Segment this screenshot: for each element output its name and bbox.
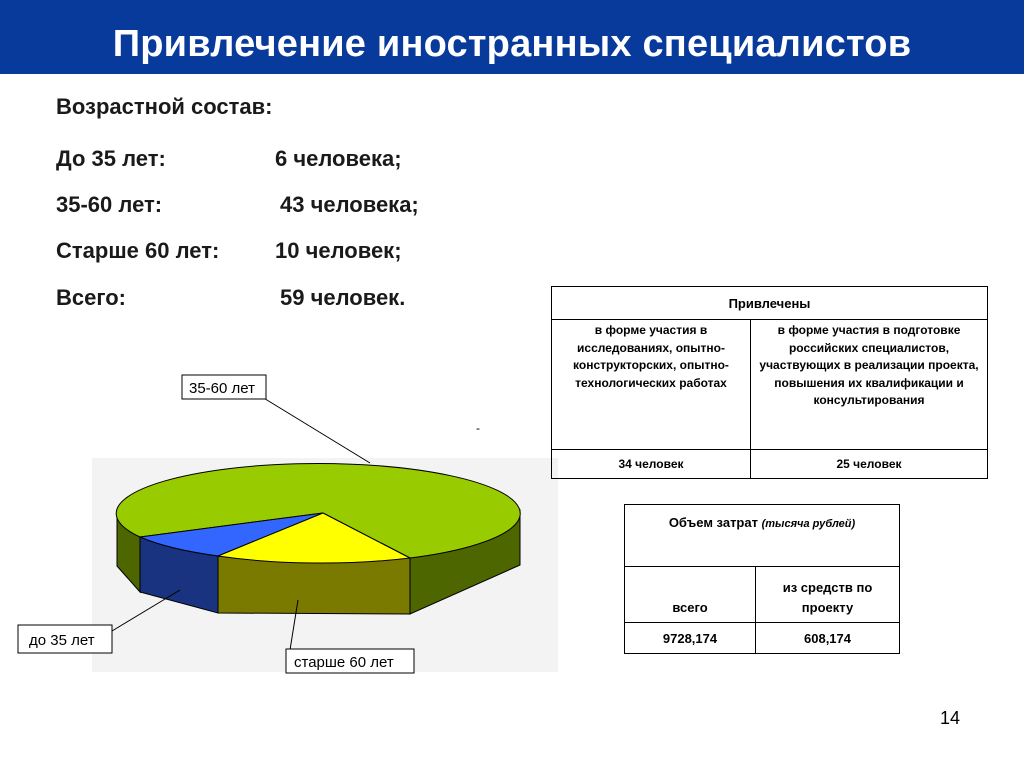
age-row-label: Всего: — [56, 285, 126, 310]
costs-col-total: всего — [624, 566, 756, 623]
page-number: 14 — [940, 708, 961, 728]
costs-table: Объем затрат (тысяча рублей) всего из ср… — [624, 504, 900, 654]
costs-value-project: 608,174 — [755, 622, 900, 654]
costs-header-unit: (тысяча рублей) — [761, 518, 856, 530]
costs-table-header: Объем затрат (тысяча рублей) — [624, 504, 900, 567]
table-row: в форме участия в исследованиях, опытно-… — [551, 319, 988, 450]
table-row: 34 человек 25 человек — [551, 449, 988, 479]
pie-slice-over-60 — [216, 512, 412, 564]
attracted-value-research: 34 человек — [551, 449, 751, 479]
table-row: Объем затрат (тысяча рублей) — [624, 504, 900, 567]
pie-slice-35-60 — [115, 462, 521, 559]
callout-box-over-60 — [285, 648, 415, 674]
callout-line-35-60 — [261, 396, 371, 464]
attracted-col-training: в форме участия в подготовке российских … — [750, 319, 988, 450]
attracted-table: Привлечены в форме участия в исследовани… — [551, 286, 988, 479]
age-row-value: 59 человек. — [280, 285, 406, 310]
age-row-value: 10 человек; — [275, 238, 402, 263]
costs-header-label: Объем затрат — [668, 515, 758, 530]
pie-side-olive-front — [217, 555, 411, 615]
callout-box-35-60 — [181, 374, 267, 400]
callout-label-35-60: 35-60 лет — [189, 380, 255, 397]
attracted-col-research: в форме участия в исследованиях, опытно-… — [551, 319, 751, 450]
age-heading: Возрастной состав: — [56, 94, 273, 119]
callout-marker: - — [476, 421, 480, 435]
attracted-table-header: Привлечены — [551, 286, 988, 320]
age-row-label: 35-60 лет: — [56, 192, 163, 217]
table-row: Привлечены — [551, 286, 988, 320]
title-bar — [0, 0, 1024, 74]
callout-line-under-35 — [111, 589, 181, 632]
callout-box-under-35 — [17, 624, 113, 654]
age-row-label: Старше 60 лет: — [56, 238, 220, 263]
callout-label-under-35: до 35 лет — [29, 632, 95, 649]
callout-label-over-60: старше 60 лет — [294, 654, 394, 671]
age-row-value: 43 человека; — [280, 192, 419, 217]
pie-slice-under-35 — [138, 512, 324, 557]
costs-col-project: из средств по проекту — [755, 566, 900, 623]
age-row-label: До 35 лет: — [56, 146, 166, 171]
slide-title: Привлечение иностранных специалистов — [112, 23, 912, 65]
callout-line-over-60 — [289, 599, 299, 651]
table-row: 9728,174 608,174 — [624, 622, 900, 654]
age-row-value: 6 человека; — [275, 146, 402, 171]
costs-value-total: 9728,174 — [624, 622, 756, 654]
attracted-value-training: 25 человек — [750, 449, 988, 479]
table-row: всего из средств по проекту — [624, 566, 900, 623]
